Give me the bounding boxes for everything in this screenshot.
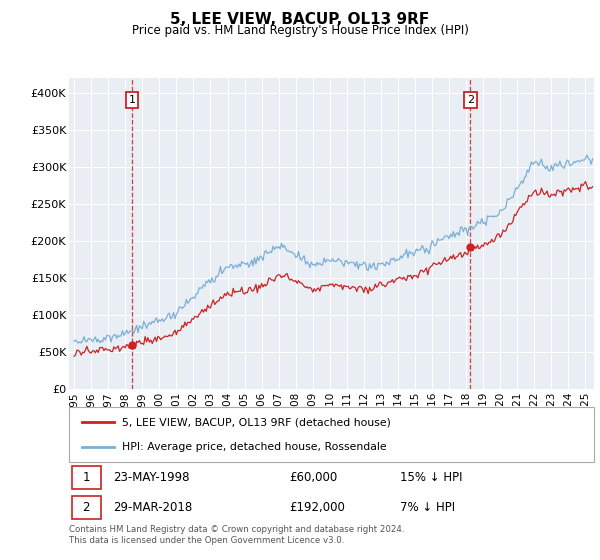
Text: 1: 1 xyxy=(82,470,90,483)
FancyBboxPatch shape xyxy=(71,496,101,519)
Text: 7% ↓ HPI: 7% ↓ HPI xyxy=(400,501,455,514)
Text: £192,000: £192,000 xyxy=(290,501,346,514)
Text: 15% ↓ HPI: 15% ↓ HPI xyxy=(400,470,462,483)
FancyBboxPatch shape xyxy=(69,407,594,462)
Text: 29-MAR-2018: 29-MAR-2018 xyxy=(113,501,193,514)
Text: Price paid vs. HM Land Registry's House Price Index (HPI): Price paid vs. HM Land Registry's House … xyxy=(131,24,469,36)
Text: 5, LEE VIEW, BACUP, OL13 9RF: 5, LEE VIEW, BACUP, OL13 9RF xyxy=(170,12,430,27)
Text: Contains HM Land Registry data © Crown copyright and database right 2024.
This d: Contains HM Land Registry data © Crown c… xyxy=(69,525,404,545)
Text: 2: 2 xyxy=(82,501,90,514)
Text: £60,000: £60,000 xyxy=(290,470,338,483)
Text: 1: 1 xyxy=(128,95,136,105)
Text: 5, LEE VIEW, BACUP, OL13 9RF (detached house): 5, LEE VIEW, BACUP, OL13 9RF (detached h… xyxy=(121,418,391,427)
Text: 23-MAY-1998: 23-MAY-1998 xyxy=(113,470,190,483)
Text: HPI: Average price, detached house, Rossendale: HPI: Average price, detached house, Ross… xyxy=(121,442,386,451)
Text: 2: 2 xyxy=(467,95,474,105)
FancyBboxPatch shape xyxy=(71,465,101,488)
